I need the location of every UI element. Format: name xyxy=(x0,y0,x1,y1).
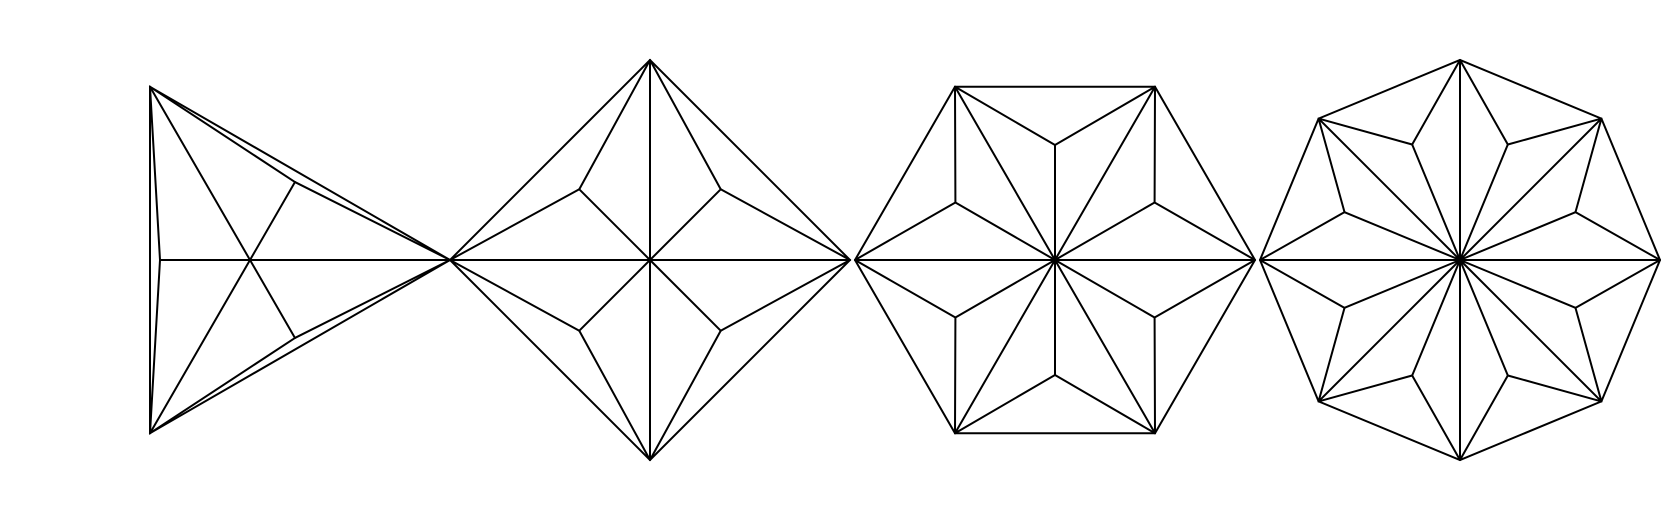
chord-0-b xyxy=(650,60,721,189)
spoke-mid-0 xyxy=(1055,203,1155,261)
spoke-mid-2 xyxy=(955,203,1055,261)
chord-2-b xyxy=(579,331,650,460)
spoke-vertex-1 xyxy=(150,87,250,260)
spoke-mid-2 xyxy=(250,260,295,338)
chord-4-a xyxy=(955,375,1055,433)
chord-2-a xyxy=(450,260,579,331)
chord-4-a xyxy=(1260,260,1345,308)
chord-2-b xyxy=(295,260,450,338)
spoke-vertex-1 xyxy=(1055,87,1155,260)
chord-0-a xyxy=(721,189,850,260)
chord-1-a xyxy=(579,60,650,189)
chord-0-a xyxy=(1155,203,1255,261)
chord-3-a xyxy=(650,331,721,460)
shape-6gon xyxy=(855,87,1255,433)
chord-0-b xyxy=(150,87,295,182)
geometry-diagram xyxy=(0,0,1680,520)
spoke-vertex-3 xyxy=(1319,119,1460,260)
spoke-mid-3 xyxy=(650,260,721,331)
spoke-mid-3 xyxy=(955,260,1055,318)
chord-1-b xyxy=(955,87,1055,145)
chord-3-a xyxy=(855,260,955,318)
spoke-mid-1 xyxy=(579,189,650,260)
chord-1-a xyxy=(1055,87,1155,145)
chord-0-a xyxy=(295,182,450,260)
chord-3-b xyxy=(721,260,850,331)
spoke-vertex-2 xyxy=(955,87,1055,260)
chord-5-b xyxy=(1155,260,1255,318)
chord-2-b xyxy=(855,203,955,261)
spoke-vertex-2 xyxy=(150,260,250,433)
spoke-vertex-1 xyxy=(1460,119,1601,260)
chord-7-b xyxy=(1575,260,1660,308)
chord-1-b xyxy=(150,260,160,433)
spoke-vertex-4 xyxy=(955,260,1055,433)
shape-3gon xyxy=(150,87,450,433)
spoke-mid-2 xyxy=(579,260,650,331)
spoke-vertex-5 xyxy=(1055,260,1155,433)
chord-3-b xyxy=(1260,212,1345,260)
spoke-mid-0 xyxy=(250,182,295,260)
chord-5-b xyxy=(1412,375,1460,460)
chord-1-b xyxy=(450,189,579,260)
spoke-mid-5 xyxy=(1055,260,1155,318)
chord-2-a xyxy=(1412,60,1460,145)
shape-4gon xyxy=(450,60,850,460)
chord-0-a xyxy=(1575,212,1660,260)
spoke-mid-0 xyxy=(650,189,721,260)
spoke-vertex-5 xyxy=(1319,260,1460,401)
chord-1-a xyxy=(150,87,160,260)
chord-4-b xyxy=(1055,375,1155,433)
chord-6-a xyxy=(1460,375,1508,460)
spoke-vertex-7 xyxy=(1460,260,1601,401)
chord-1-b xyxy=(1460,60,1508,145)
chord-2-a xyxy=(150,338,295,433)
shape-8gon xyxy=(1260,60,1660,460)
